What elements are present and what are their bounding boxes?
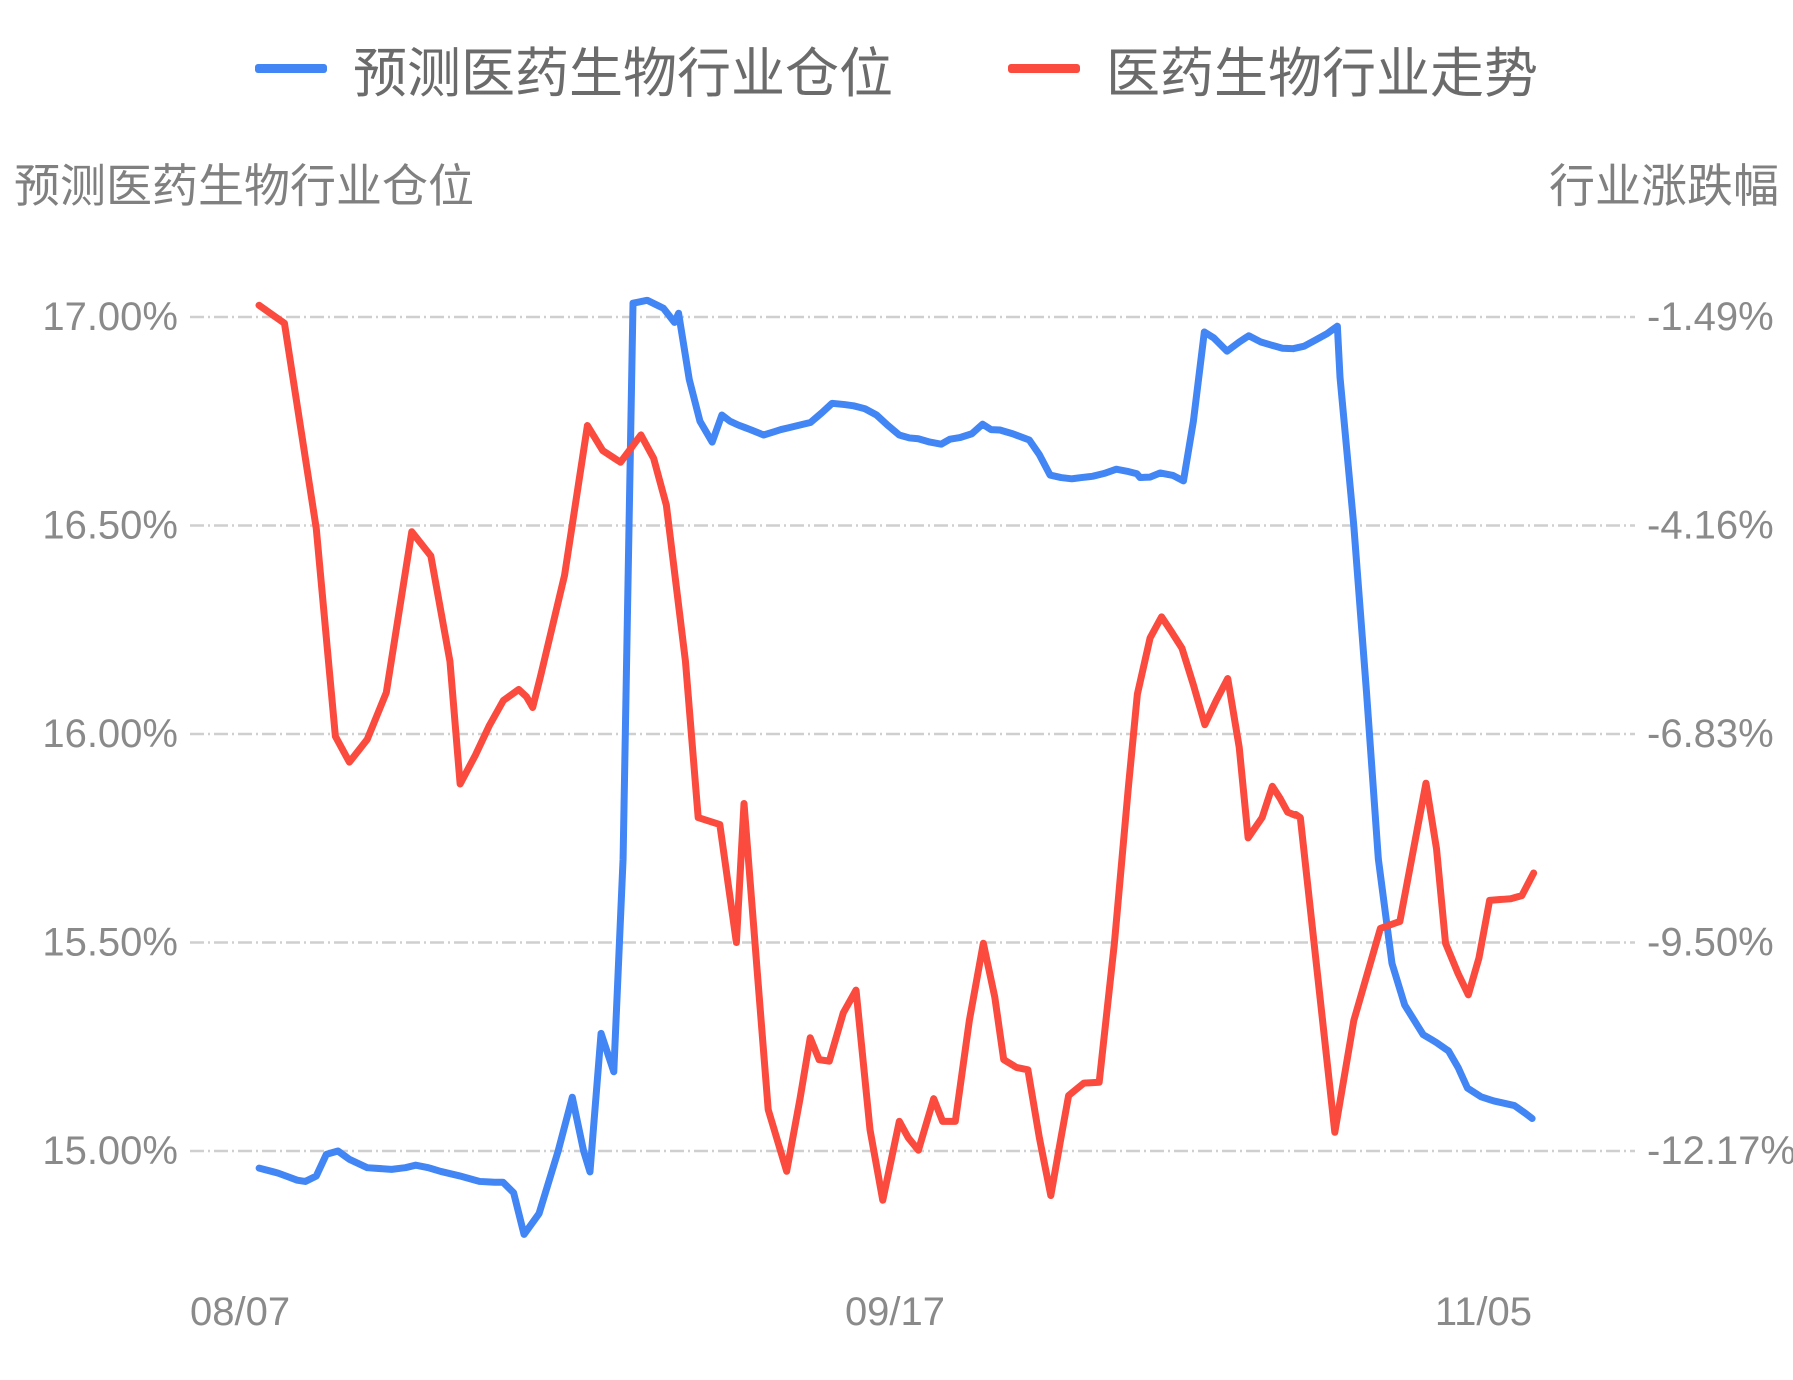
svg-text:08/07: 08/07 bbox=[190, 1290, 290, 1334]
svg-text:16.50%: 16.50% bbox=[42, 504, 178, 548]
svg-text:09/17: 09/17 bbox=[845, 1290, 945, 1334]
svg-text:11/05: 11/05 bbox=[1435, 1290, 1532, 1334]
svg-text:16.00%: 16.00% bbox=[42, 712, 178, 756]
svg-text:-12.17%: -12.17% bbox=[1647, 1129, 1793, 1173]
svg-text:17.00%: 17.00% bbox=[42, 295, 178, 339]
svg-text:-9.50%: -9.50% bbox=[1647, 921, 1774, 965]
svg-text:15.50%: 15.50% bbox=[42, 921, 178, 965]
svg-text:15.00%: 15.00% bbox=[42, 1129, 178, 1173]
svg-text:-4.16%: -4.16% bbox=[1647, 504, 1774, 548]
svg-text:-1.49%: -1.49% bbox=[1647, 295, 1774, 339]
svg-text:-6.83%: -6.83% bbox=[1647, 712, 1774, 756]
